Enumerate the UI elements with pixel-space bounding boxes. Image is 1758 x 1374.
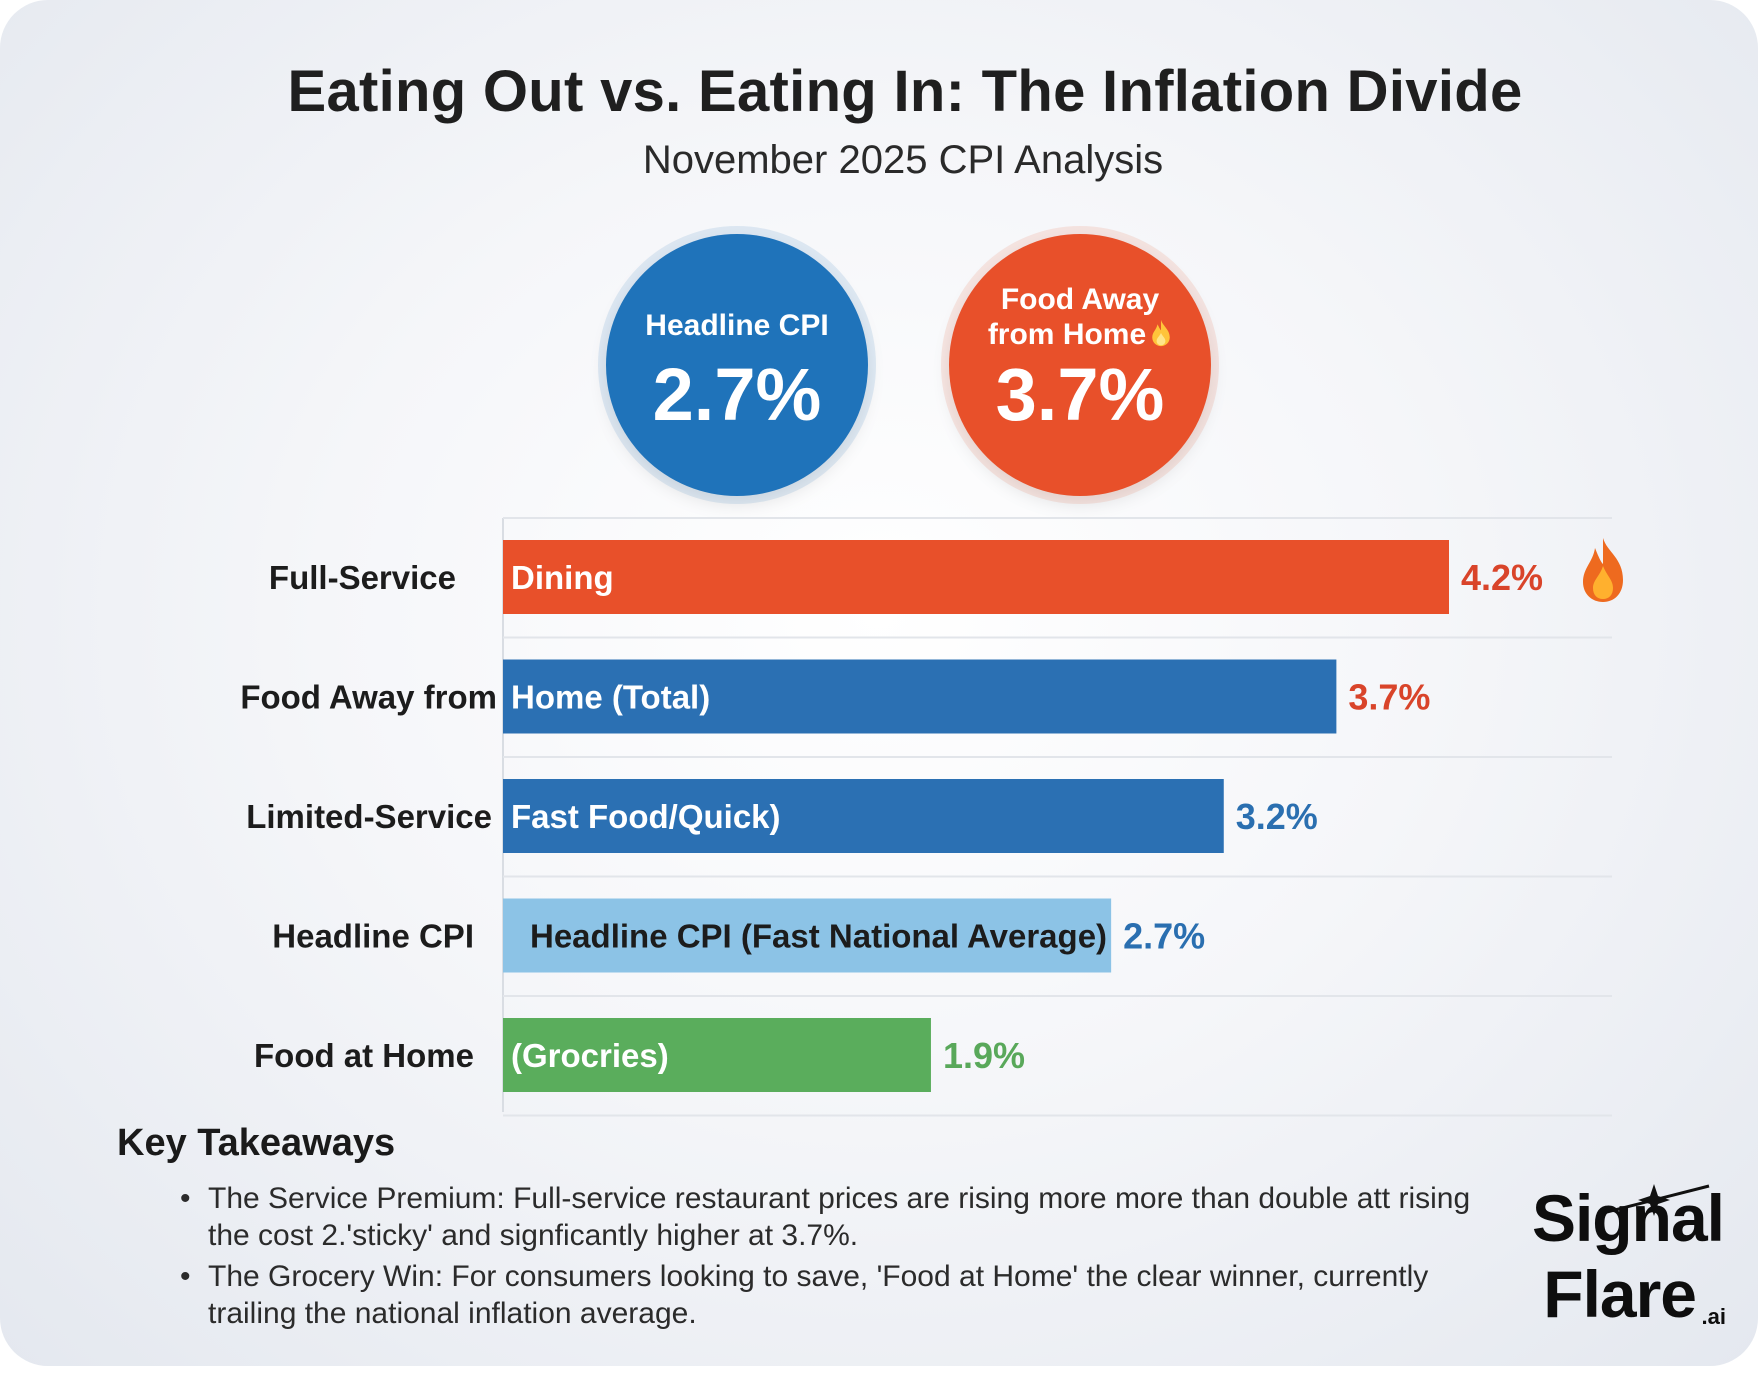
bar — [503, 898, 1112, 973]
flame-icon — [1583, 538, 1623, 602]
category-label: Full-Service — [269, 559, 456, 596]
headline-cpi-bubble-label: Headline CPI — [645, 309, 829, 342]
category-label: Headline CPI — [272, 918, 474, 955]
logo-text-flare: Flare — [1543, 1257, 1697, 1331]
headline-cpi-bubble-value: 2.7% — [652, 353, 822, 436]
value-label: 3.7% — [1348, 677, 1430, 718]
bar-label: Fast Food/Quick) — [511, 798, 781, 835]
chart-bars: Full-Service Dining 4.2% Food Away from Home… — [240, 538, 1623, 1092]
headline-cpi-bubble: Headline CPI 2.7% — [606, 234, 868, 496]
key-takeaways-list: The Service Premium: Full-service restau… — [180, 1180, 1480, 1336]
spark-icon — [1598, 1184, 1710, 1216]
value-label: 3.2% — [1236, 796, 1318, 837]
category-label: Limited-Service — [246, 798, 492, 835]
logo-text-ai: .ai — [1701, 1304, 1726, 1329]
bar — [503, 1018, 931, 1092]
food-away-bubble: Food Away from Home 3.7% — [949, 234, 1211, 496]
signal-flare-logo: Signal Flare .ai — [1510, 1180, 1740, 1350]
bar-label: Dining — [511, 559, 614, 596]
bar-label: (Grocries) — [511, 1037, 669, 1074]
logo-text-signal: Signal — [1531, 1181, 1725, 1255]
category-label: Food at Home — [254, 1037, 474, 1074]
chart-title: Eating Out vs. Eating In: The Inflation … — [287, 59, 1523, 124]
category-label: Food Away from — [240, 679, 497, 716]
bar — [503, 540, 1449, 614]
bar-chart: Full-Service Dining 4.2% Food Away from Home… — [240, 517, 1623, 1117]
food-away-bubble-value: 3.7% — [995, 353, 1165, 436]
bar — [503, 659, 1337, 734]
takeaway-item: The Service Premium: Full-service restau… — [180, 1180, 1480, 1254]
chart-subtitle: November 2025 CPI Analysis — [642, 138, 1164, 182]
value-label: 1.9% — [943, 1035, 1025, 1076]
bar-label: Home (Total) — [511, 679, 710, 716]
flame-icon — [1152, 319, 1170, 347]
value-label: 4.2% — [1461, 557, 1543, 598]
food-away-bubble-label-line1: Food Away — [1000, 283, 1160, 316]
value-label: 2.7% — [1123, 916, 1205, 957]
key-takeaways-title: Key Takeaways — [117, 1122, 396, 1164]
bar — [503, 779, 1224, 853]
bar-label: Headline CPI (Fast National Average) — [530, 918, 1107, 955]
takeaway-item: The Grocery Win: For consumers looking t… — [180, 1258, 1480, 1332]
food-away-bubble-label: Food Away from Home — [949, 282, 1211, 352]
food-away-bubble-label-line2: from Home — [987, 318, 1147, 351]
